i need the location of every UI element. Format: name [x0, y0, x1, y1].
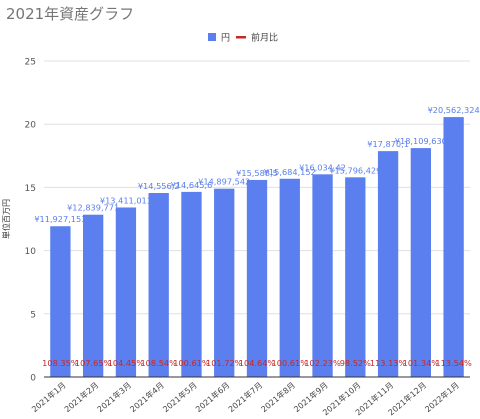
bar-10: [377, 151, 399, 377]
y-tick-label-5: 5: [30, 310, 36, 320]
bar-1: [82, 214, 104, 377]
ratio-label-7: 100.61%: [272, 358, 309, 368]
bar-value-label-5: ¥14,897,542: [198, 177, 250, 187]
ratio-label-6: 104.64%: [239, 358, 276, 368]
ratio-label-1: 107.65%: [75, 358, 112, 368]
bar-value-label-3: ¥14,556,2: [138, 181, 180, 191]
ratio-label-4: 100.61%: [173, 358, 210, 368]
x-tick-label-1: 2021年2月: [62, 380, 100, 414]
bar-9: [345, 177, 366, 377]
ratio-label-2: 104.45%: [108, 358, 145, 368]
x-tick-label-4: 2021年5月: [161, 380, 199, 414]
x-tick-label-5: 2021年6月: [193, 380, 231, 414]
bar-value-label-2: ¥13,411,011: [100, 195, 152, 205]
bar-value-label-11: ¥18,109,630: [395, 136, 447, 146]
chart-title: 2021年資産グラフ: [6, 5, 135, 23]
bar-12: [443, 117, 464, 377]
legend-label-line: 前月比: [251, 32, 278, 44]
bar-value-label-7: ¥15,684,152: [264, 167, 316, 177]
bar-7: [279, 178, 300, 377]
y-tick-label-10: 10: [25, 247, 37, 257]
bar-value-label-12: ¥20,562,324: [428, 105, 480, 115]
x-tick-label-0: 2021年1月: [29, 380, 67, 414]
bar-value-label-9: ¥15,796,429: [329, 165, 381, 175]
bar-8: [312, 174, 333, 377]
ratio-labels: 108.35%107.65%104.45%108.54%100.61%101.7…: [42, 358, 472, 368]
ratio-label-12: 113.54%: [435, 358, 472, 368]
ratio-label-5: 101.72%: [206, 358, 243, 368]
x-axis-ticks: 2021年1月2021年2月2021年3月2021年4月2021年5月2021年…: [29, 380, 460, 418]
bar-value-label-6: ¥15,588,5: [236, 168, 278, 178]
bar-6: [246, 179, 268, 377]
y-tick-label-15: 15: [25, 184, 36, 194]
x-tick-label-3: 2021年4月: [128, 380, 166, 414]
y-tick-label-0: 0: [30, 374, 36, 384]
bar-value-label-0: ¥11,927,153: [34, 214, 86, 224]
bar-0: [50, 226, 71, 377]
legend-swatch-line: [236, 36, 246, 39]
x-tick-label-2: 2021年3月: [95, 380, 133, 414]
y-axis-label: 単位百万円: [1, 199, 11, 239]
ratio-label-9: 98.52%: [340, 358, 371, 368]
bar-value-label-8: ¥16,034,42: [299, 162, 346, 172]
bar-5: [214, 188, 235, 377]
x-tick-label-12: 2022年1月: [423, 380, 461, 414]
y-tick-label-20: 20: [25, 121, 37, 131]
y-axis-ticks: 0 5 10 15 20 25: [25, 58, 37, 384]
bar-value-label-10: ¥17,870,1: [367, 139, 409, 149]
x-tick-label-6: 2021年7月: [226, 380, 264, 414]
bar-2: [115, 207, 137, 377]
legend-label-bar: 円: [221, 33, 230, 44]
ratio-label-0: 108.35%: [42, 358, 79, 368]
bar-4: [181, 191, 202, 377]
ratio-label-3: 108.54%: [140, 358, 177, 368]
y-tick-label-25: 25: [25, 58, 36, 68]
legend: 円 前月比: [208, 32, 278, 44]
bar-value-labels: ¥11,927,153¥12,839,771¥13,411,011 ¥14,556…: [34, 105, 479, 224]
legend-swatch-bar: [208, 33, 216, 41]
bar-value-label-1: ¥12,839,771: [67, 203, 119, 213]
ratio-label-11: 101.34%: [403, 358, 440, 368]
x-tick-label-7: 2021年8月: [259, 380, 297, 414]
bar-series: [50, 117, 464, 377]
bar-value-label-4: ¥14,645,6: [171, 180, 213, 190]
bar-11: [410, 148, 432, 377]
bar-3: [148, 193, 169, 377]
ratio-label-10: 113.13%: [370, 358, 407, 368]
ratio-label-8: 102.23%: [304, 358, 341, 368]
